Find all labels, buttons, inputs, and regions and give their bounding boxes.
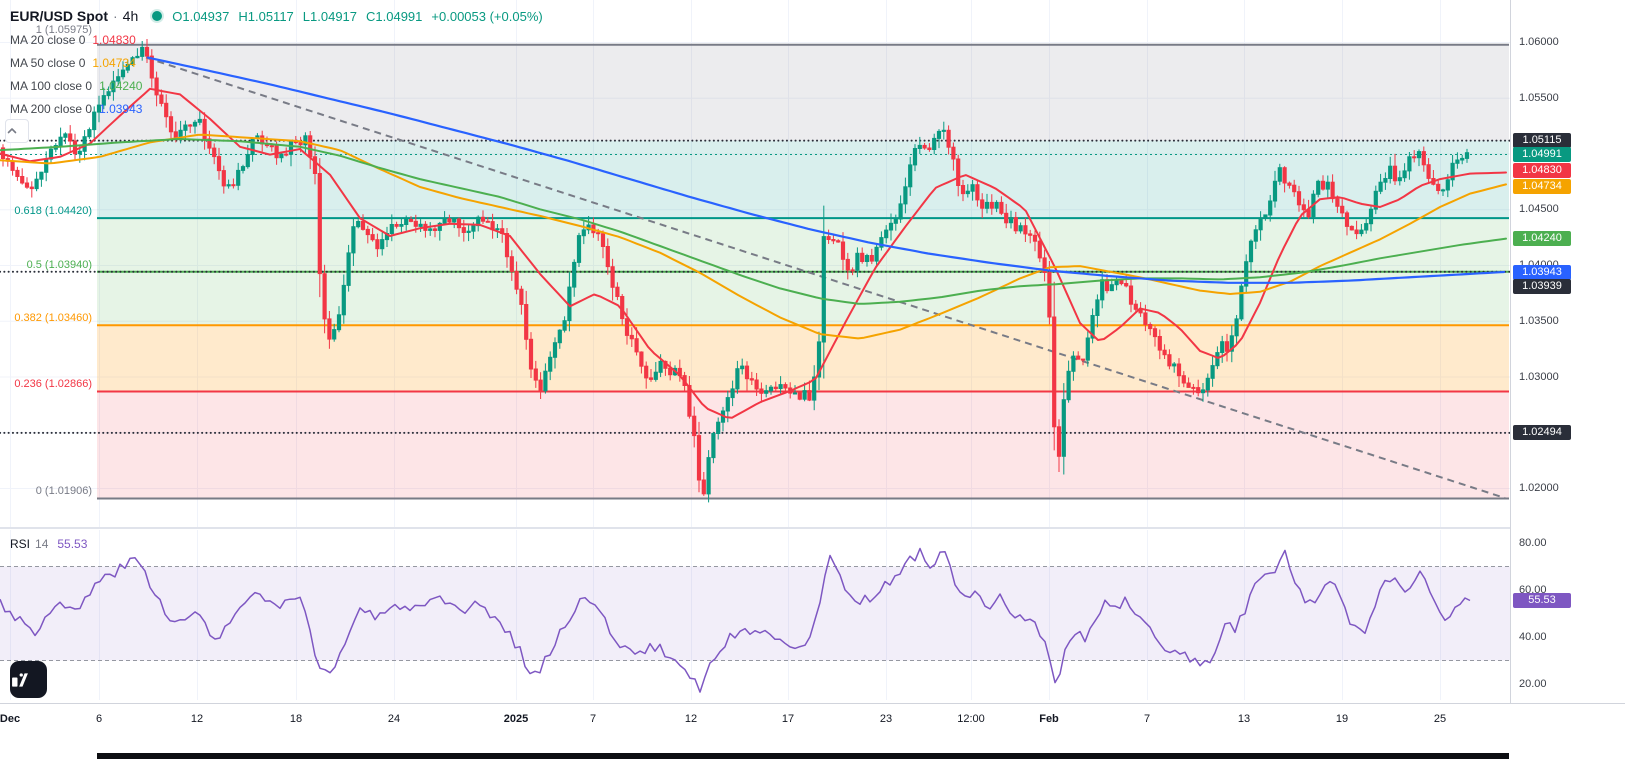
fib-bands-layer: [97, 44, 1509, 499]
fib-level-label: 1 (1.05975): [35, 23, 92, 36]
indicator-row-ma100[interactable]: MA 100 close 0 1.04240: [10, 74, 552, 97]
price-tick: 20.00: [1519, 678, 1547, 690]
time-label: 2025: [503, 713, 529, 725]
legend: EUR/USD Spot · 4h O1.04937 H1.05117 L1.0…: [10, 4, 552, 120]
time-label: 17: [781, 713, 795, 725]
rsi-name: RSI: [10, 537, 31, 551]
price-badge: 1.02494: [1513, 425, 1571, 441]
fib-level-label: 0 (1.01906): [35, 485, 92, 498]
price-tick: 1.05500: [1519, 91, 1559, 104]
indicator-label: MA 200 close 0: [10, 101, 93, 116]
time-axis[interactable]: Dec 6 12 18 24 2025 7 12 17 23 12:00 Feb 7 13 19 25: [0, 703, 1625, 734]
tradingview-logo[interactable]: [10, 661, 47, 698]
indicator-value: 1.04240: [99, 78, 143, 93]
price-badge: 1.03943: [1513, 264, 1571, 280]
time-label: Dec: [0, 713, 21, 725]
time-label: 18: [289, 713, 303, 725]
indicator-row-ma200[interactable]: MA 200 close 0 1.03943: [10, 97, 552, 120]
price-badge: 1.03939: [1513, 279, 1571, 295]
fib-level-label: 0.236 (1.02866): [14, 378, 92, 391]
pane-collapse-button[interactable]: [5, 119, 29, 143]
indicator-label: MA 50 close 0: [10, 55, 86, 70]
rsi-grid-layer: [10, 530, 1441, 700]
title-separator: ·: [113, 8, 118, 24]
price-tick: 1.03500: [1519, 314, 1559, 327]
price-tick: 1.04500: [1519, 203, 1559, 216]
indicator-label: MA 100 close 0: [10, 78, 93, 93]
time-label: 7: [589, 713, 597, 725]
chevron-up-icon: [7, 128, 17, 134]
time-label: 7: [1143, 713, 1151, 725]
ohlc-high: H1.05117: [238, 8, 294, 24]
ohlc-values: O1.04937 H1.05117 L1.04917 C1.04991 +0.0…: [172, 9, 551, 24]
price-tick: 1.03000: [1519, 370, 1559, 383]
bottom-edge-bar: [97, 753, 1509, 759]
time-label: Feb: [1039, 713, 1059, 725]
time-label: 23: [879, 713, 893, 725]
rsi-chart-canvas[interactable]: [0, 530, 1510, 700]
price-tick: 1.06000: [1519, 36, 1559, 48]
time-label: 12: [190, 713, 204, 725]
ma-line-ma50[interactable]: [0, 133, 1507, 340]
indicator-label: MA 20 close 0: [10, 32, 86, 47]
fib-level-label: 0.382 (1.03460): [14, 312, 92, 325]
ohlc-open: O1.04937: [172, 8, 230, 24]
fib-level-label: 0.5 (1.03940): [26, 258, 92, 271]
rsi-legend-row[interactable]: RSI 14 55.53: [10, 537, 87, 551]
symbol-legend-row: EUR/USD Spot · 4h O1.04937 H1.05117 L1.0…: [10, 4, 552, 28]
market-status-icon[interactable]: [152, 11, 163, 21]
pane-separator[interactable]: [0, 527, 1625, 529]
interval-label[interactable]: 4h: [122, 8, 139, 24]
price-tick: 80.00: [1519, 537, 1547, 549]
rsi-length: 14: [35, 537, 49, 551]
time-label: 13: [1237, 713, 1251, 725]
indicator-row-ma50[interactable]: MA 50 close 0 1.04734: [10, 51, 552, 74]
indicator-value: 1.04734: [92, 55, 136, 70]
ohlc-change: +0.00053 (+0.05%): [431, 8, 543, 24]
indicator-value: 1.03943: [99, 101, 143, 116]
time-label: 25: [1433, 713, 1447, 725]
price-badge: 1.04240: [1513, 230, 1571, 246]
price-tick: 40.00: [1519, 631, 1547, 643]
indicator-row-ma20[interactable]: MA 20 close 0 1.04830: [10, 28, 552, 51]
price-badge: 55.53: [1513, 593, 1571, 608]
time-label: 24: [387, 713, 401, 725]
ma-line-ma20[interactable]: [0, 87, 1507, 419]
tradingview-logo-icon: [12, 672, 28, 687]
time-label: 12:00: [957, 713, 985, 725]
time-label: 19: [1335, 713, 1349, 725]
price-tick: 1.02000: [1519, 482, 1559, 494]
price-badge: 1.04830: [1513, 162, 1571, 178]
rsi-band: [0, 566, 1510, 661]
fib-level-label: 0.618 (1.04420): [14, 205, 92, 218]
price-chart-canvas[interactable]: [0, 0, 1510, 527]
time-label: 6: [95, 713, 103, 725]
ma-line-ma100[interactable]: [0, 138, 1507, 305]
rsi-value: 55.53: [57, 537, 88, 551]
ohlc-close: C1.04991: [366, 8, 423, 24]
symbol-title[interactable]: EUR/USD Spot: [10, 8, 108, 24]
price-axis[interactable]: 1.060001.055001.050001.045001.040001.035…: [1510, 0, 1625, 703]
price-badge: 1.04734: [1513, 178, 1571, 194]
ohlc-low: L1.04917: [302, 8, 358, 24]
price-badge: 1.05115: [1513, 133, 1571, 149]
indicator-value: 1.04830: [92, 32, 136, 47]
time-label: 12: [684, 713, 698, 725]
price-badge: 1.04991: [1513, 147, 1571, 162]
rsi-line[interactable]: [0, 547, 1471, 693]
ma-line-ma200[interactable]: [146, 56, 1506, 284]
